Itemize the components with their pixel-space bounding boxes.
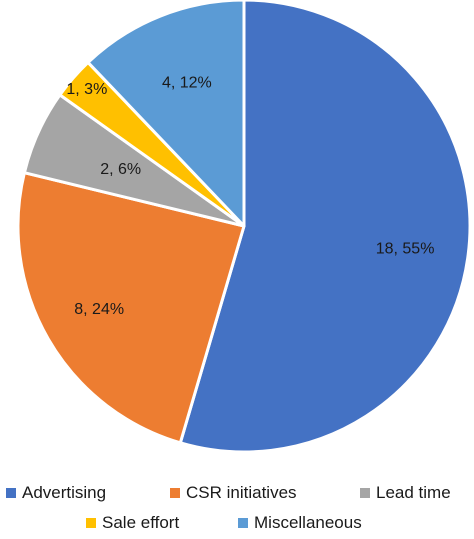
pie-chart: 18, 55% 8, 24% 2, 6% 1, 3% 4, 12% [16, 0, 472, 454]
pie-slice-miscellaneous [86, 0, 246, 228]
data-label-sale-effort: 1, 3% [66, 81, 107, 98]
legend-swatch-csr-initiatives [170, 488, 180, 498]
legend-item-sale-effort: Sale effort [86, 513, 179, 533]
data-label-csr-initiatives: 8, 24% [74, 301, 124, 318]
legend-label-sale-effort: Sale effort [102, 513, 180, 532]
legend: Advertising CSR initiatives Lead time Sa… [0, 480, 474, 536]
data-label-lead-time: 2, 6% [100, 161, 141, 178]
legend-swatch-advertising [6, 488, 16, 498]
legend-label-advertising: Advertising [22, 483, 107, 502]
legend-label-csr-initiatives: CSR initiatives [186, 483, 297, 502]
data-label-advertising: 18, 55% [376, 240, 435, 257]
legend-item-advertising: Advertising [6, 483, 106, 503]
legend-item-csr-initiatives: CSR initiatives [170, 483, 297, 503]
legend-swatch-lead-time [360, 488, 370, 498]
pie-data-labels: 18, 55% 8, 24% 2, 6% 1, 3% 4, 12% [66, 75, 434, 318]
data-label-miscellaneous: 4, 12% [162, 75, 212, 92]
legend-item-lead-time: Lead time [360, 483, 451, 503]
pie-slice-advertising [178, 0, 472, 454]
pie-slice-csr-initiatives [16, 171, 246, 445]
legend-swatch-sale-effort [86, 518, 96, 528]
legend-item-miscellaneous: Miscellaneous [238, 513, 362, 533]
legend-label-lead-time: Lead time [376, 483, 451, 502]
legend-label-miscellaneous: Miscellaneous [254, 513, 362, 532]
legend-swatch-miscellaneous [238, 518, 248, 528]
pie-slices [16, 0, 472, 454]
